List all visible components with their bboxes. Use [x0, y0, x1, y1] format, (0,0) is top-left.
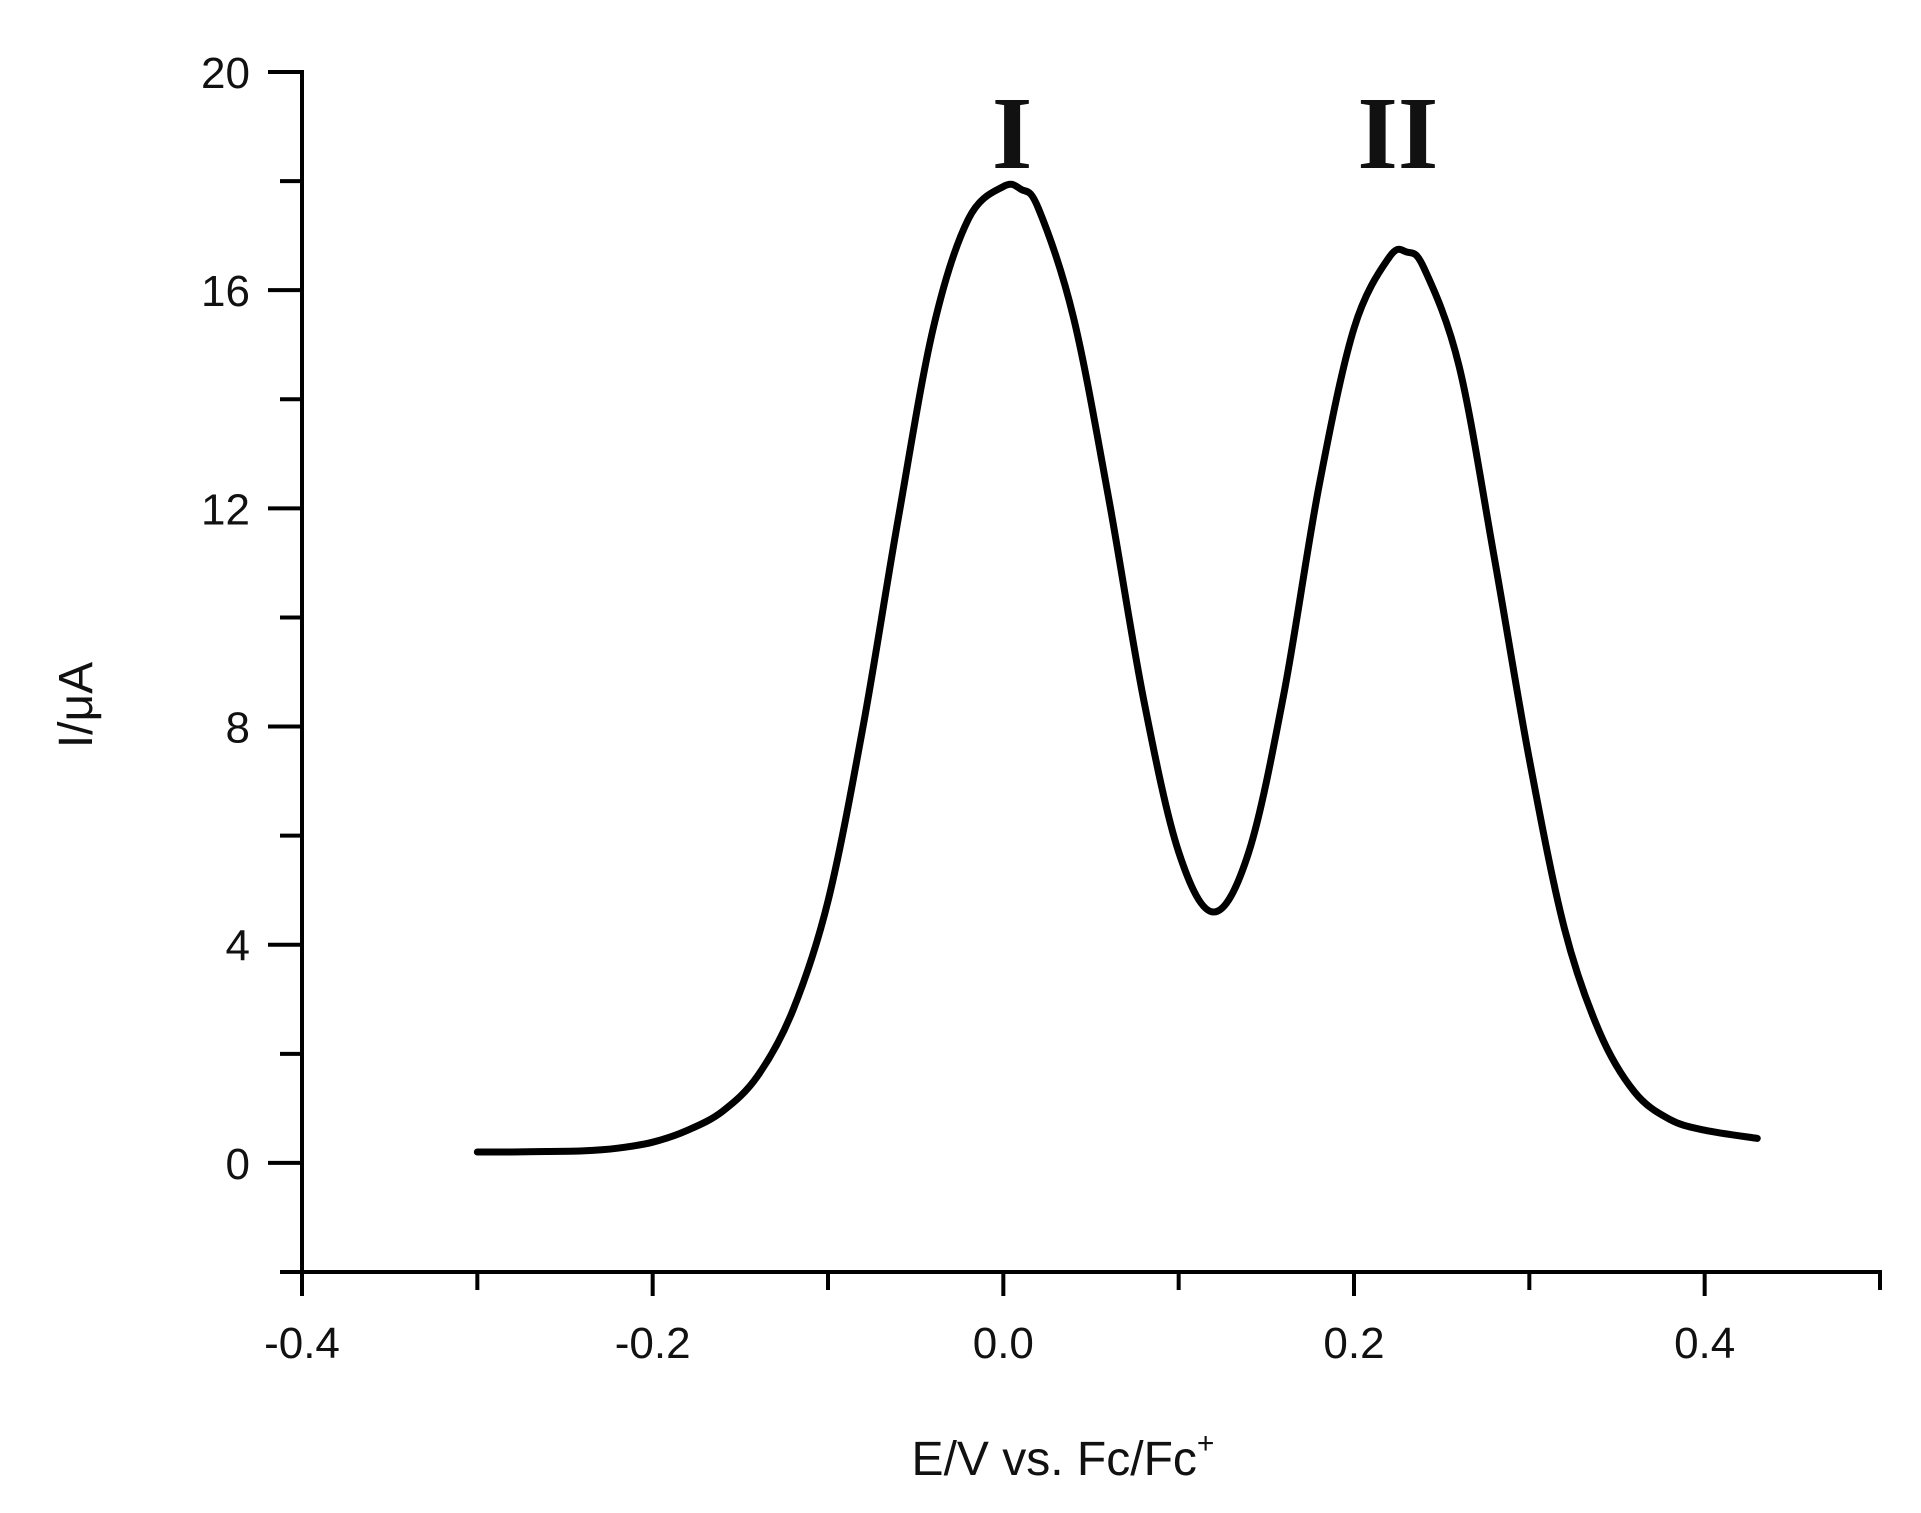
- x-tick-label: 0.4: [1674, 1319, 1735, 1368]
- x-tick-label: 0.2: [1323, 1319, 1384, 1368]
- y-tick-label: 12: [201, 485, 250, 534]
- y-tick-label: 0: [226, 1140, 250, 1189]
- peak-label-2: II: [1357, 76, 1438, 191]
- y-tick-label: 4: [226, 922, 250, 971]
- labels: E/V vs. Fc/Fc+ I/μA -0.4 -0.2 0.0 0.2 0.4 0 4 8…: [50, 49, 1735, 1486]
- x-tick-label: -0.2: [615, 1319, 691, 1368]
- y-tick-label: 20: [201, 49, 250, 98]
- plot-area: [473, 180, 1761, 1156]
- peak-label-1: I: [992, 76, 1032, 191]
- y-tick-label: 16: [201, 267, 250, 316]
- y-tick-label: 8: [226, 704, 250, 753]
- series-line-0: [473, 180, 1761, 1156]
- x-tick-label: 0.0: [973, 1319, 1034, 1368]
- y-axis-title: I/μA: [50, 662, 103, 748]
- x-axis-title: E/V vs. Fc/Fc+: [912, 1427, 1215, 1486]
- x-tick-label: -0.4: [264, 1319, 340, 1368]
- axes: [268, 70, 1882, 1296]
